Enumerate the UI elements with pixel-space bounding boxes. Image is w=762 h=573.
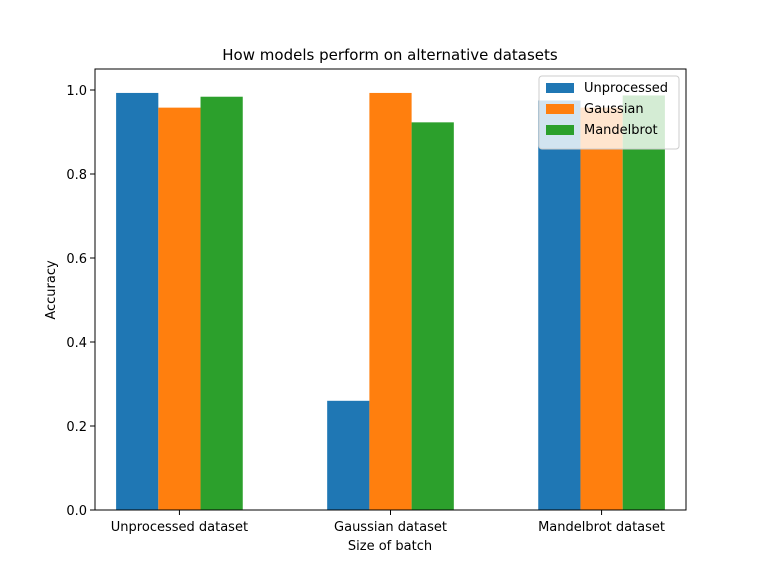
y-tick-label: 0.6 — [66, 252, 87, 267]
bar-unprocessed-0 — [116, 92, 159, 510]
y-tick-label: 0.0 — [66, 504, 87, 519]
y-axis-label: Accuracy — [44, 260, 59, 320]
x-axis: Unprocessed dataset Gaussian dataset Mande… — [111, 510, 665, 535]
legend-label-unprocessed: Unprocessed — [584, 81, 668, 96]
bars-group — [116, 92, 665, 511]
bar-unprocessed-1 — [327, 400, 370, 510]
plot-frame — [94, 68, 687, 511]
y-axis: 0.0 0.2 0.4 0.6 0.8 1.0 — [66, 84, 95, 519]
legend-swatch-unprocessed — [546, 83, 574, 93]
chart-title: How models perform on alternative datase… — [222, 46, 558, 64]
bar-gaussian-2 — [580, 107, 623, 510]
bar-gaussian-0 — [158, 107, 201, 510]
x-axis-label: Size of batch — [348, 539, 432, 554]
legend-swatch-gaussian — [546, 104, 574, 114]
legend-label-gaussian: Gaussian — [584, 102, 644, 117]
legend-swatch-mandelbrot — [546, 125, 574, 135]
x-tick-label: Mandelbrot dataset — [538, 520, 665, 535]
y-tick-label: 0.2 — [66, 420, 87, 435]
legend-label-mandelbrot: Mandelbrot — [584, 123, 658, 138]
legend: Unprocessed Gaussian Mandelbrot — [538, 75, 680, 150]
bar-unprocessed-2 — [538, 100, 581, 510]
bar-gaussian-1 — [369, 92, 412, 510]
bar-mandelbrot-0 — [200, 96, 243, 510]
y-tick-label: 0.8 — [66, 168, 87, 183]
x-tick-label: Gaussian dataset — [334, 520, 447, 535]
bar-mandelbrot-1 — [411, 122, 454, 510]
bar-mandelbrot-2 — [622, 95, 665, 511]
y-tick-label: 0.4 — [66, 336, 87, 351]
y-tick-label: 1.0 — [66, 84, 87, 99]
x-tick-label: Unprocessed dataset — [111, 520, 248, 535]
